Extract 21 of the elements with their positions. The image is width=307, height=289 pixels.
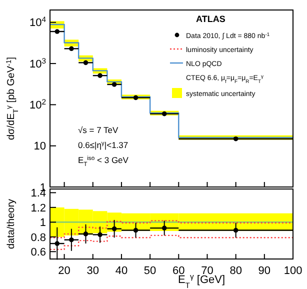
x-tick-label: 20 bbox=[58, 265, 70, 277]
y-tick-label: 10$^{2}$ bbox=[29, 97, 46, 112]
y-tick-label: 1 bbox=[40, 217, 46, 230]
x-tick-label: 30 bbox=[86, 265, 100, 277]
y-axis-title: data/theory bbox=[6, 198, 17, 250]
y-tick-label: 0.6 bbox=[30, 246, 46, 258]
annotation: 0.6≤|η$^{γ}$|<1.37 bbox=[78, 140, 128, 150]
x-tick-label: 60 bbox=[172, 265, 185, 277]
x-tick-label: 50 bbox=[144, 265, 156, 277]
x-tick-label: 90 bbox=[258, 265, 271, 277]
x-tick-label: 80 bbox=[230, 265, 242, 277]
annotation: √s = 7 TeV bbox=[78, 125, 119, 135]
annotation: ATLAS bbox=[196, 14, 226, 24]
y-tick-label: 10$^{4}$ bbox=[29, 14, 47, 30]
x-tick-label: 100 bbox=[284, 265, 302, 277]
x-tick-label: 40 bbox=[115, 265, 128, 277]
y-tick-label: 10$^{3}$ bbox=[29, 56, 46, 70]
annotation: E$_{T}$$^{iso}$ < 3 GeV bbox=[78, 155, 129, 168]
y-tick-label: 0.8 bbox=[30, 232, 46, 244]
y-tick-label: 10 bbox=[34, 140, 46, 153]
y-tick-label: 1.2 bbox=[30, 202, 46, 214]
